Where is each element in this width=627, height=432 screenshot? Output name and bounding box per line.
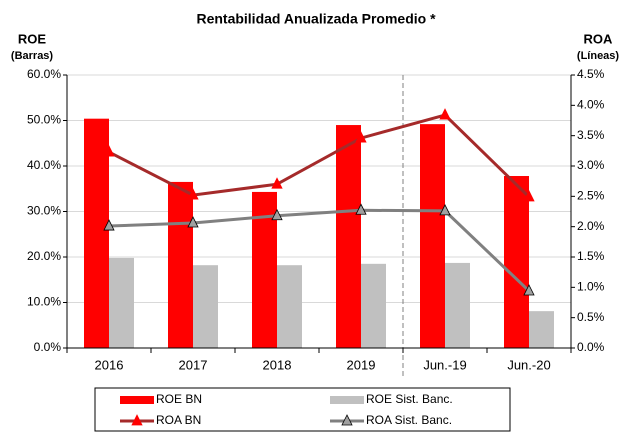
bar	[109, 257, 134, 348]
legend-label: ROE Sist. Banc.	[366, 392, 453, 406]
y-tick-label: 60.0%	[27, 67, 61, 81]
marker	[271, 177, 283, 189]
y2-tick-label: 3.5%	[577, 128, 605, 142]
y2-tick-label: 0.0%	[577, 340, 605, 354]
y2-axis-title: ROA	[584, 31, 614, 46]
y2-tick-label: 4.5%	[577, 67, 605, 81]
legend-label: ROA Sist. Banc.	[366, 413, 452, 427]
y-tick-label: 0.0%	[34, 340, 62, 354]
bar	[84, 118, 109, 349]
marker	[439, 203, 451, 216]
marker	[355, 203, 367, 215]
legend-swatch	[330, 396, 364, 404]
y2-axis-subtitle: (Líneas)	[577, 50, 620, 62]
y-tick-label: 20.0%	[27, 249, 61, 263]
marker	[187, 188, 199, 200]
line	[108, 208, 531, 293]
marker	[523, 190, 535, 202]
y2-tick-label: 2.0%	[577, 219, 605, 233]
marker	[523, 284, 535, 296]
x-tick-label: 2018	[263, 357, 292, 372]
y2-tick-label: 1.0%	[577, 280, 605, 294]
y-axis-title: ROE	[18, 31, 47, 46]
legend-marker	[341, 414, 353, 426]
bar	[193, 265, 218, 348]
y2-tick-label: 4.0%	[577, 98, 605, 112]
bar	[361, 263, 386, 348]
x-tick-label: Jun.-20	[507, 357, 550, 372]
bar	[529, 311, 554, 348]
marker	[355, 131, 367, 143]
legend-label: ROA BN	[156, 413, 201, 427]
y2-tick-label: 3.0%	[577, 158, 605, 172]
legend-swatch	[120, 396, 154, 404]
x-tick-label: Jun.-19	[423, 357, 466, 372]
bar	[277, 265, 302, 348]
x-tick-label: 2019	[347, 357, 376, 372]
y-tick-label: 30.0%	[27, 204, 61, 218]
y-tick-label: 40.0%	[27, 158, 61, 172]
legend-marker	[131, 414, 143, 426]
chart-title: Rentabilidad Anualizada Promedio *	[196, 11, 436, 27]
y-tick-label: 10.0%	[27, 295, 61, 309]
bar	[445, 262, 470, 348]
y-tick-label: 50.0%	[27, 113, 61, 127]
y2-tick-label: 2.5%	[577, 189, 605, 203]
y-axis-subtitle: (Barras)	[11, 50, 54, 62]
line	[108, 113, 531, 199]
marker	[271, 208, 283, 221]
y2-tick-label: 1.5%	[577, 249, 605, 263]
marker	[103, 145, 115, 157]
bar	[420, 124, 445, 348]
marker	[103, 219, 115, 231]
x-tick-label: 2017	[179, 357, 208, 372]
marker	[439, 108, 451, 120]
legend-label: ROE BN	[156, 392, 202, 406]
x-tick-label: 2016	[95, 357, 124, 372]
legend-box	[94, 387, 511, 432]
bar	[168, 181, 193, 348]
marker	[187, 216, 199, 228]
bar	[336, 125, 361, 348]
bar	[504, 176, 529, 348]
y2-tick-label: 0.5%	[577, 310, 605, 324]
